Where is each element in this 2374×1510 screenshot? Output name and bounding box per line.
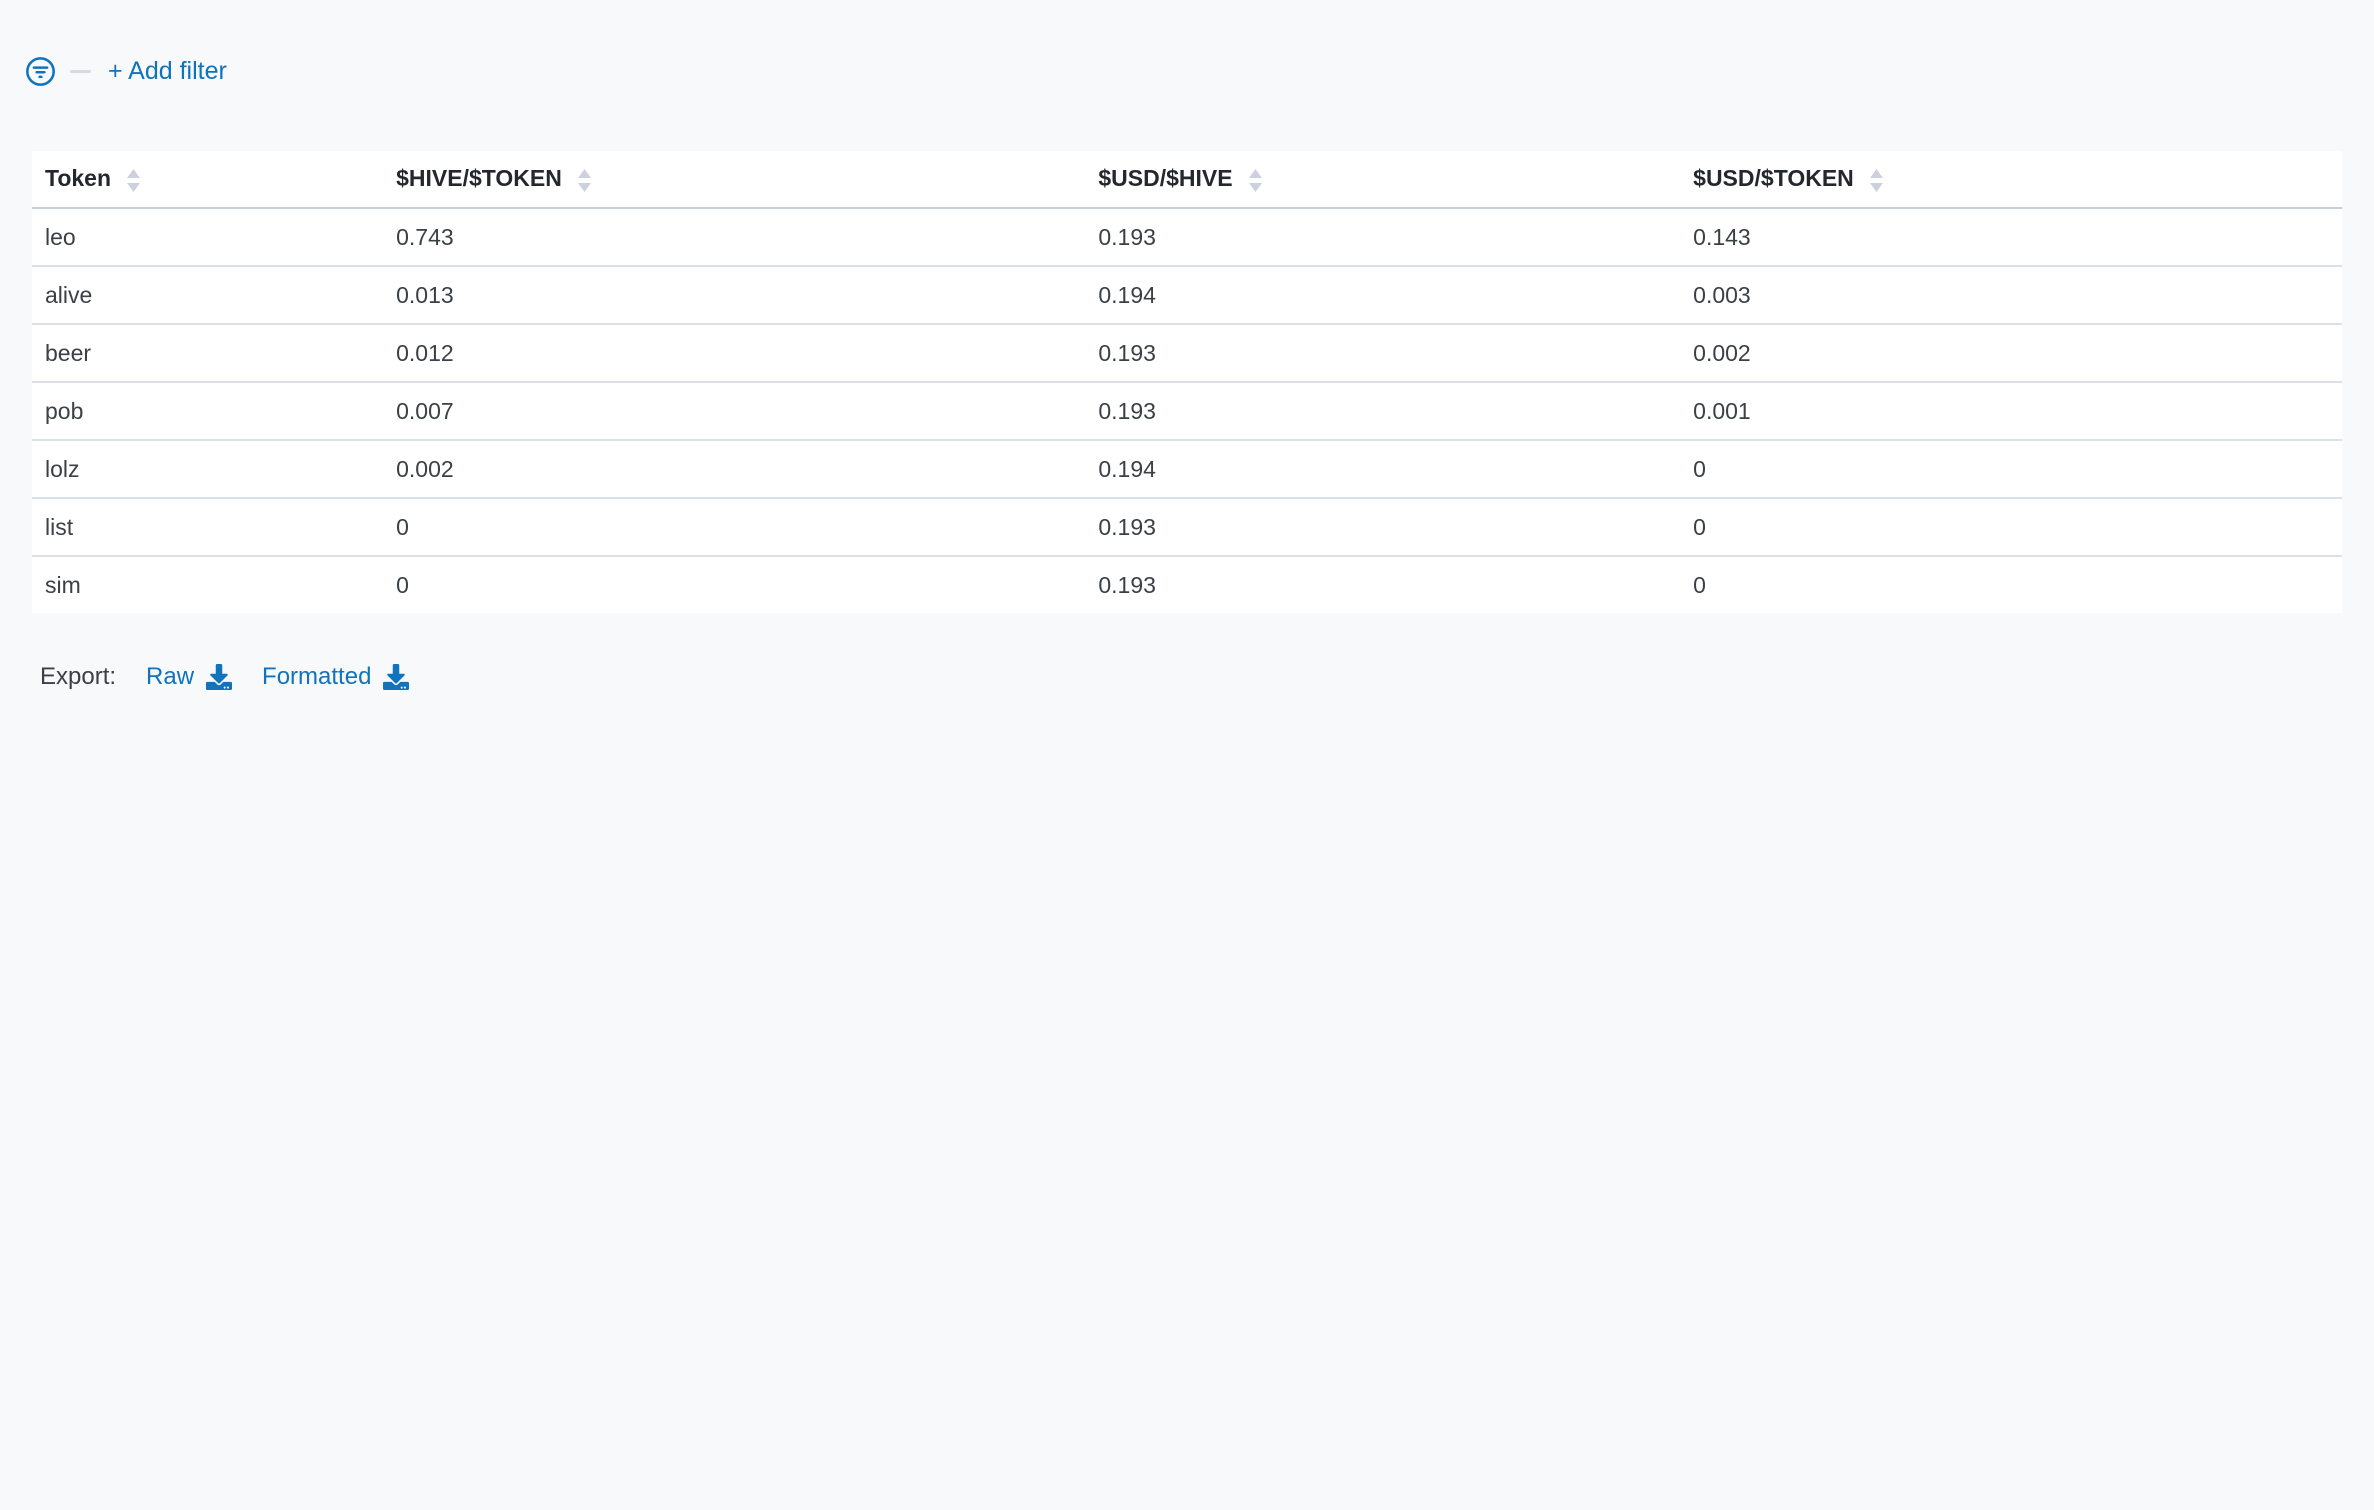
table-cell-usd-hive: 0.193 xyxy=(1085,497,1681,556)
sort-carets-icon xyxy=(1248,168,1263,193)
table-cell-usd-token: 0.143 xyxy=(1693,223,1751,250)
export-label: Export: xyxy=(40,663,117,690)
table-row: sim 0 0.193 0 xyxy=(32,555,2342,613)
table-cell-token: beer xyxy=(32,323,384,382)
column-header-label: $USD/$TOKEN xyxy=(1693,165,1854,192)
sort-carets-icon xyxy=(126,168,141,193)
table-cell-usd-token: 0.002 xyxy=(1680,323,2342,382)
filter-bar-divider xyxy=(70,69,91,73)
table-row: pob 0.007 0.193 0.001 xyxy=(32,381,2342,440)
table-cell-hive-token: 0.007 xyxy=(383,381,1086,440)
column-header-usd-hive[interactable]: $USD/$HIVE xyxy=(1085,151,1681,209)
table-cell-usd-token: 0.001 xyxy=(1680,381,2342,440)
table-cell-token: leo xyxy=(45,223,76,250)
download-icon xyxy=(206,664,233,690)
table-row: beer 0.012 0.193 0.002 xyxy=(32,323,2342,382)
results-table: Token $HIVE/$TOKEN $USD/$HIVE xyxy=(32,151,2342,613)
download-icon xyxy=(383,664,410,690)
table-cell-usd-hive: 0.194 xyxy=(1085,439,1681,498)
results-table-container: Token $HIVE/$TOKEN $USD/$HIVE xyxy=(32,151,2342,613)
table-cell-usd-hive: 0.193 xyxy=(1085,555,1681,613)
table-cell-hive-token: 0.002 xyxy=(383,439,1086,498)
table-row: alive 0.013 0.194 0.003 xyxy=(32,265,2342,324)
table-body: leo 0.743 0.193 0.143 alive 0.013 0.194 0.003 be… xyxy=(32,208,2342,613)
column-header-usd-token[interactable]: $USD/$TOKEN xyxy=(1680,151,2342,209)
table-cell-hive-token: 0.743 xyxy=(396,223,454,250)
table-cell-token: alive xyxy=(32,265,384,324)
table-cell-usd-hive: 0.193 xyxy=(1098,223,1156,250)
table-cell-usd-hive: 0.193 xyxy=(1085,381,1681,440)
table-cell-token: sim xyxy=(32,555,384,613)
sort-carets-icon xyxy=(1869,168,1884,193)
table-cell-token: list xyxy=(32,497,384,556)
export-row: Export: Raw Formatted xyxy=(40,663,2374,691)
export-formatted-label: Formatted xyxy=(262,663,372,690)
column-header-token[interactable]: Token xyxy=(32,151,384,209)
table-cell-hive-token: 0 xyxy=(383,555,1086,613)
table-cell-usd-token: 0 xyxy=(1680,439,2342,498)
table-header-row: Token $HIVE/$TOKEN $USD/$HIVE xyxy=(32,151,2342,209)
column-header-label: $USD/$HIVE xyxy=(1098,165,1233,192)
filter-bar: + Add filter xyxy=(0,0,2374,88)
table-cell-usd-token: 0.003 xyxy=(1680,265,2342,324)
table-cell-hive-token: 0.012 xyxy=(383,323,1086,382)
column-header-label: Token xyxy=(45,165,112,192)
table-row: leo 0.743 0.193 0.143 xyxy=(32,208,2342,266)
export-raw-link[interactable]: Raw xyxy=(146,663,233,691)
export-raw-label: Raw xyxy=(146,663,195,690)
table-cell-usd-hive: 0.193 xyxy=(1085,323,1681,382)
table-cell-usd-hive: 0.194 xyxy=(1085,265,1681,324)
table-cell-token: lolz xyxy=(32,439,384,498)
column-header-label: $HIVE/$TOKEN xyxy=(396,165,562,192)
sort-carets-icon xyxy=(577,168,592,193)
export-formatted-link[interactable]: Formatted xyxy=(262,663,410,691)
table-cell-hive-token: 0.013 xyxy=(383,265,1086,324)
add-filter-link[interactable]: + Add filter xyxy=(108,56,227,85)
table-cell-token: pob xyxy=(32,381,384,440)
table-row: list 0 0.193 0 xyxy=(32,497,2342,556)
table-cell-usd-token: 0 xyxy=(1680,497,2342,556)
table-cell-usd-token: 0 xyxy=(1680,555,2342,613)
table-row: lolz 0.002 0.194 0 xyxy=(32,439,2342,498)
table-cell-hive-token: 0 xyxy=(383,497,1086,556)
column-header-hive-token[interactable]: $HIVE/$TOKEN xyxy=(383,151,1086,209)
filter-funnel-circle-icon[interactable] xyxy=(25,56,56,87)
